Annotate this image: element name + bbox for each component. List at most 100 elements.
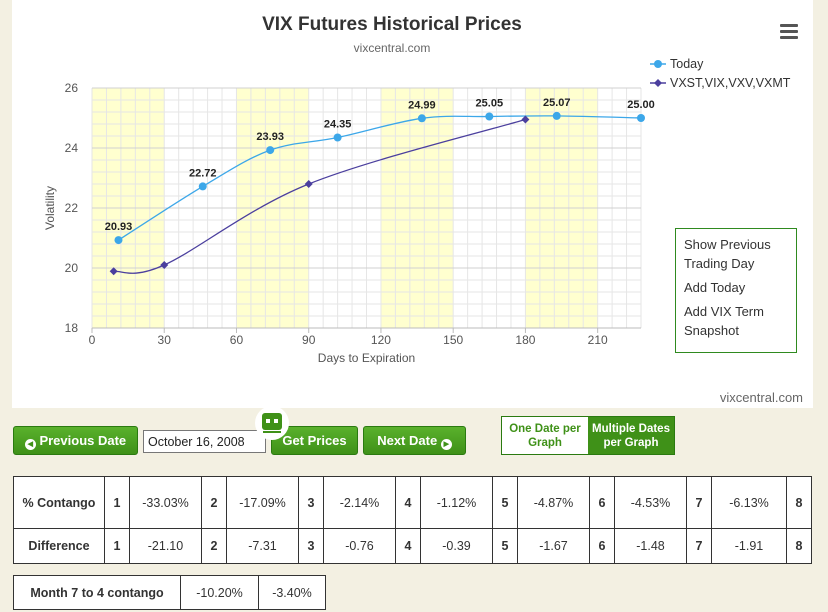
term-series-line (113, 118, 526, 274)
today-data-label: 24.35 (324, 119, 352, 131)
next-date-label: Next Date (377, 433, 438, 448)
table-row: Month 7 to 4 contango -10.20% -3.40% (13, 575, 326, 610)
month-number: 5 (492, 528, 518, 564)
table-cell: -3.40% (258, 575, 326, 610)
chart-context-menu: Show Previous Trading Day Add Today Add … (675, 228, 797, 353)
multiple-dates-per-graph-option[interactable]: Multiple Dates per Graph (588, 417, 674, 454)
today-data-label: 25.07 (543, 97, 571, 109)
legend-label-today: Today (670, 57, 704, 71)
graph-mode-toggle: One Date per Graph Multiple Dates per Gr… (501, 416, 675, 455)
hamburger-menu-icon[interactable] (780, 24, 798, 40)
table-cell: -0.39 (420, 528, 493, 564)
legend-label-term: VXST,VIX,VXV,VXMT (670, 76, 791, 90)
y-tick-label: 18 (65, 321, 79, 335)
table-cell: -1.12% (420, 476, 493, 529)
row-header: % Contango (13, 476, 105, 529)
y-tick-label: 24 (65, 141, 79, 155)
table-cell: -17.09% (226, 476, 299, 529)
table-cell: -2.14% (323, 476, 396, 529)
chart-panel: 0 30 60 90 120 150 180 210 18 20 22 24 26 Days to Exp… (12, 0, 813, 408)
month-number: 6 (589, 476, 615, 529)
table-row-contango: % Contango 1 -33.03% 2 -17.09% 3 -2.14% … (13, 476, 812, 529)
month-contango-label: Month 7 to 4 contango (13, 575, 181, 610)
y-axis-label: Volatility (43, 186, 57, 230)
legend: Today VXST,VIX,VXV,VXMT (650, 55, 790, 93)
menu-show-previous-day[interactable]: Show Previous Trading Day (684, 237, 771, 271)
x-tick-label: 90 (302, 333, 316, 347)
menu-add-vix-term-snapshot[interactable]: Add VIX Term Snapshot (684, 304, 764, 338)
previous-date-label: Previous Date (39, 433, 127, 448)
chart-subtitle: vixcentral.com (353, 41, 431, 55)
table-cell: -21.10 (129, 528, 202, 564)
today-data-label: 25.00 (627, 99, 655, 111)
today-data-label: 22.72 (189, 167, 217, 179)
y-tick-label: 26 (65, 81, 79, 95)
x-tick-label: 150 (443, 333, 463, 347)
chevron-right-icon: ▶ (440, 439, 452, 450)
today-data-label: 23.93 (256, 131, 284, 143)
table-cell: -33.03% (129, 476, 202, 529)
row-header: Difference (13, 528, 105, 564)
legend-item-term[interactable]: VXST,VIX,VXV,VXMT (650, 74, 790, 93)
previous-date-button[interactable]: ◀ Previous Date (13, 426, 138, 455)
today-data-point (198, 182, 207, 191)
y-tick-label: 22 (65, 201, 79, 215)
month-number: 6 (589, 528, 615, 564)
date-input[interactable] (143, 430, 266, 453)
term-data-point (109, 267, 118, 276)
table-cell: -0.76 (323, 528, 396, 564)
month-number: 8 (786, 476, 812, 529)
today-data-point (417, 114, 426, 123)
table-cell: -10.20% (180, 575, 259, 610)
x-tick-label: 210 (588, 333, 608, 347)
x-tick-label: 120 (371, 333, 391, 347)
menu-add-today[interactable]: Add Today (684, 280, 746, 295)
month-number: 7 (686, 528, 712, 564)
today-data-point (485, 112, 494, 121)
chart-title: VIX Futures Historical Prices (262, 14, 522, 35)
month-number: 1 (104, 528, 130, 564)
x-tick-label: 30 (158, 333, 172, 347)
month-number: 2 (201, 528, 227, 564)
today-data-label: 25.05 (476, 98, 504, 110)
legend-item-today[interactable]: Today (650, 55, 790, 74)
today-data-point (637, 114, 645, 122)
table-cell: -4.53% (614, 476, 687, 529)
today-data-point (552, 111, 561, 120)
get-prices-label: Get Prices (282, 433, 347, 448)
month-number: 3 (298, 476, 324, 529)
month-number: 7 (686, 476, 712, 529)
month-number: 8 (786, 528, 812, 564)
contango-table: % Contango 1 -33.03% 2 -17.09% 3 -2.14% … (13, 476, 812, 564)
chart-plot: 0 30 60 90 120 150 180 210 18 20 22 24 26 Days to Exp… (43, 81, 655, 365)
month-number: 4 (395, 528, 421, 564)
x-tick-label: 60 (230, 333, 244, 347)
today-data-point (266, 146, 275, 155)
table-cell: -1.91 (711, 528, 787, 564)
month-number: 1 (104, 476, 130, 529)
table-cell: -7.31 (226, 528, 299, 564)
today-data-point (333, 133, 342, 142)
today-data-label: 24.99 (408, 99, 436, 111)
term-data-point (304, 180, 313, 188)
term-data-point (160, 261, 169, 269)
x-axis-label: Days to Expiration (318, 351, 415, 365)
chevron-left-icon: ◀ (24, 439, 36, 450)
table-cell: -1.48 (614, 528, 687, 564)
table-row-difference: Difference 1 -21.10 2 -7.31 3 -0.76 4 -0… (13, 528, 812, 564)
x-tick-label: 180 (515, 333, 535, 347)
table-cell: -6.13% (711, 476, 787, 529)
month-number: 5 (492, 476, 518, 529)
table-cell: -4.87% (517, 476, 590, 529)
calendar-icon[interactable] (255, 406, 289, 440)
today-data-label: 20.93 (105, 221, 133, 233)
month-number: 4 (395, 476, 421, 529)
x-tick-label: 0 (89, 333, 96, 347)
table-cell: -1.67 (517, 528, 590, 564)
get-prices-button[interactable]: Get Prices (271, 426, 358, 455)
legend-circle-icon (650, 60, 666, 68)
one-date-per-graph-option[interactable]: One Date per Graph (502, 417, 588, 454)
next-date-button[interactable]: Next Date ▶ (363, 426, 466, 455)
term-data-point (521, 115, 530, 124)
chart-credit: vixcentral.com (719, 390, 803, 405)
